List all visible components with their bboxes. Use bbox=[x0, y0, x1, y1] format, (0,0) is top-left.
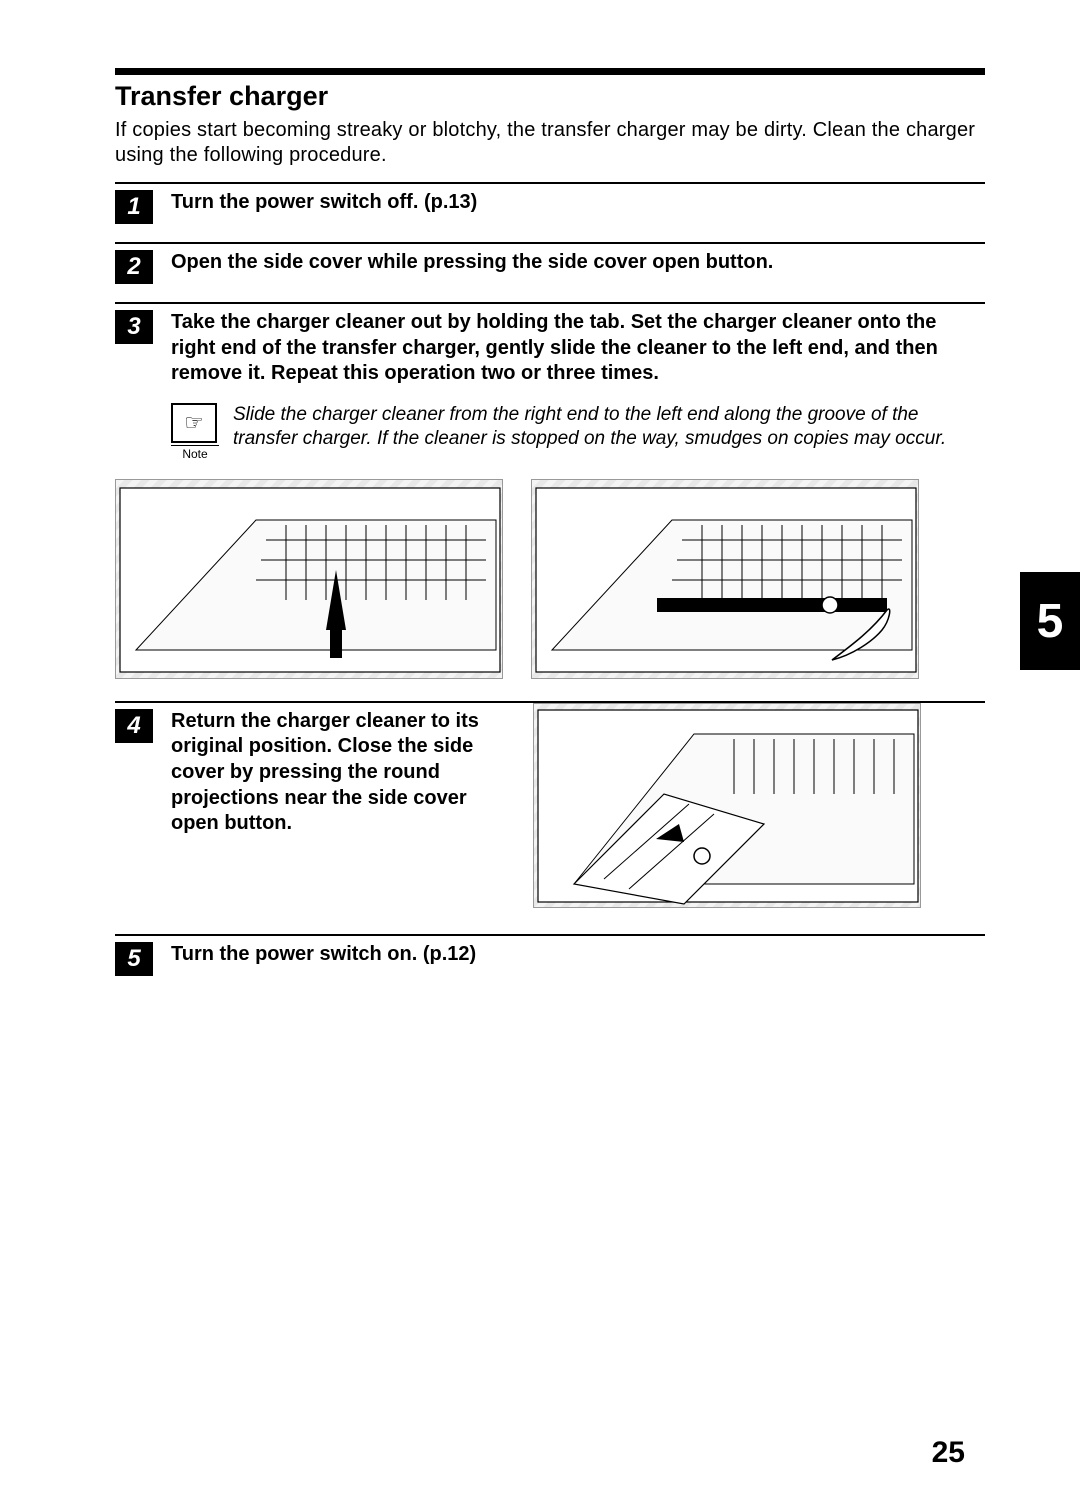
step-text: Open the side cover while pressing the s… bbox=[171, 250, 985, 276]
step-3: 3 Take the charger cleaner out by holdin… bbox=[115, 302, 985, 461]
step-text: Turn the power switch off. (p.13) bbox=[171, 190, 985, 216]
note-block: ☞ Note Slide the charger cleaner from th… bbox=[171, 403, 985, 461]
step-body: Take the charger cleaner out by holding … bbox=[171, 310, 985, 461]
step-2: 2 Open the side cover while pressing the… bbox=[115, 242, 985, 284]
intro-text: If copies start becoming streaky or blot… bbox=[115, 118, 985, 168]
step-text: Turn the power switch on. (p.12) bbox=[171, 942, 985, 968]
illustration-row bbox=[115, 479, 985, 679]
illustration-slide-cleaner bbox=[531, 479, 919, 679]
note-icon-box: ☞ Note bbox=[171, 403, 219, 461]
note-label: Note bbox=[171, 445, 219, 461]
step-number: 1 bbox=[115, 190, 153, 224]
illustration-remove-cleaner bbox=[115, 479, 503, 679]
top-rule bbox=[115, 68, 985, 75]
printer-slide-icon bbox=[532, 480, 920, 680]
printer-close-icon bbox=[534, 704, 922, 909]
step-1: 1 Turn the power switch off. (p.13) bbox=[115, 182, 985, 224]
step-body: Open the side cover while pressing the s… bbox=[171, 250, 985, 284]
section-title: Transfer charger bbox=[115, 81, 985, 112]
note-text: Slide the charger cleaner from the right… bbox=[233, 403, 985, 461]
step-number: 2 bbox=[115, 250, 153, 284]
step-4: 4 Return the charger cleaner to its orig… bbox=[115, 701, 985, 908]
step-body: Turn the power switch off. (p.13) bbox=[171, 190, 985, 224]
step-number: 3 bbox=[115, 310, 153, 344]
step-number: 4 bbox=[115, 709, 153, 743]
step-number: 5 bbox=[115, 942, 153, 976]
step-body: Return the charger cleaner to its origin… bbox=[171, 709, 513, 908]
page-content: Transfer charger If copies start becomin… bbox=[115, 68, 985, 994]
chapter-tab: 5 bbox=[1020, 572, 1080, 670]
step-text: Return the charger cleaner to its origin… bbox=[171, 709, 513, 837]
step-5: 5 Turn the power switch on. (p.12) bbox=[115, 934, 985, 976]
step-text: Take the charger cleaner out by holding … bbox=[171, 310, 985, 387]
note-hand-icon: ☞ bbox=[171, 403, 217, 443]
illustration-close-cover bbox=[533, 703, 921, 908]
step-4-textcol: 4 Return the charger cleaner to its orig… bbox=[115, 709, 513, 908]
step-body: Turn the power switch on. (p.12) bbox=[171, 942, 985, 976]
page-number: 25 bbox=[932, 1436, 965, 1470]
printer-side-open-icon bbox=[116, 480, 504, 680]
